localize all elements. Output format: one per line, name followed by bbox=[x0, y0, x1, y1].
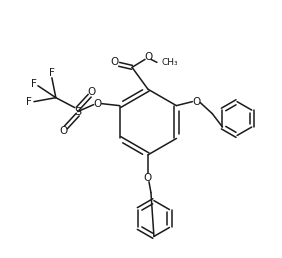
Text: O: O bbox=[192, 97, 201, 107]
Text: S: S bbox=[74, 107, 81, 117]
Text: O: O bbox=[60, 126, 68, 136]
Text: F: F bbox=[31, 79, 37, 89]
Text: O: O bbox=[110, 57, 118, 67]
Text: O: O bbox=[87, 87, 96, 97]
Text: F: F bbox=[49, 68, 55, 78]
Text: CH₃: CH₃ bbox=[162, 58, 178, 67]
Text: O: O bbox=[145, 52, 153, 62]
Text: F: F bbox=[26, 97, 32, 107]
Text: O: O bbox=[144, 173, 152, 183]
Text: O: O bbox=[94, 99, 102, 109]
